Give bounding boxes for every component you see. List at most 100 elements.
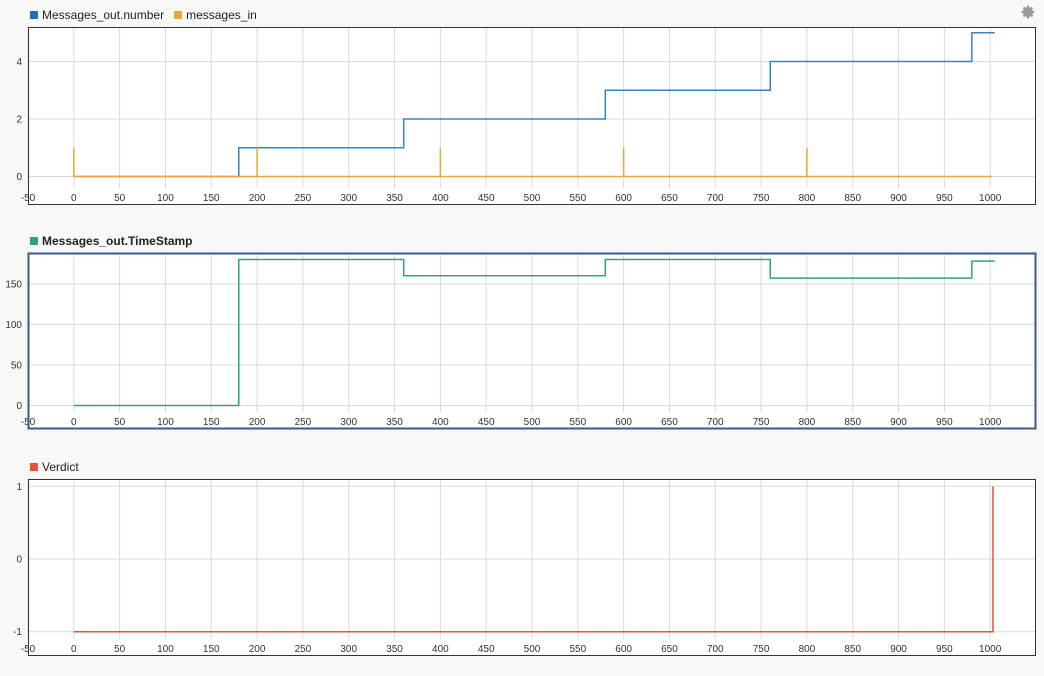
x-tick-label: 350	[386, 644, 403, 655]
x-tick-label: 800	[799, 644, 816, 655]
legend-swatch	[174, 11, 183, 19]
y-tick-label: 1	[16, 482, 22, 493]
legend-panel-2: Messages_out.TimeStamp	[30, 233, 203, 249]
x-tick-label: 200	[249, 417, 266, 428]
x-tick-label: 750	[753, 193, 770, 204]
x-tick-label: 100	[157, 417, 174, 428]
x-tick-label: 650	[661, 417, 678, 428]
legend-item[interactable]: Messages_out.number	[30, 8, 164, 22]
y-tick-label: 100	[5, 320, 22, 331]
x-tick-label: 150	[203, 193, 220, 204]
x-tick-label: 900	[890, 644, 907, 655]
x-tick-label: 450	[478, 644, 495, 655]
x-tick-label: 500	[524, 417, 541, 428]
x-tick-label: 400	[432, 193, 449, 204]
y-tick-label: 4	[16, 57, 22, 68]
x-tick-label: 700	[707, 193, 724, 204]
x-tick-label: 50	[114, 417, 126, 428]
x-tick-label: 250	[295, 417, 312, 428]
legend-swatch	[30, 463, 38, 471]
y-tick-label: 0	[16, 401, 22, 412]
x-tick-label: 0	[71, 644, 77, 655]
x-tick-label: 900	[890, 417, 907, 428]
legend-label: Messages_out.number	[42, 8, 165, 22]
x-tick-label: 950	[936, 193, 953, 204]
x-tick-label: 550	[569, 193, 586, 204]
x-tick-label: 900	[890, 193, 907, 204]
legend-panel-3: Verdict	[30, 459, 89, 475]
x-tick-label: 550	[569, 417, 586, 428]
x-tick-label: 1000	[979, 644, 1002, 655]
series-line-Verdict	[73, 486, 994, 633]
x-tick-label: 450	[478, 193, 495, 204]
x-tick-label: 700	[707, 417, 724, 428]
gear-icon-glyph	[1021, 5, 1035, 19]
x-tick-label: 650	[661, 644, 678, 655]
x-tick-label: 150	[203, 644, 220, 655]
x-tick-label: 0	[71, 417, 77, 428]
x-tick-label: 250	[295, 193, 312, 204]
x-tick-label: 950	[936, 417, 953, 428]
x-tick-label: 200	[249, 193, 266, 204]
gear-icon[interactable]	[1020, 4, 1036, 20]
x-tick-label: 50	[114, 193, 126, 204]
y-tick-label: 0	[16, 555, 22, 566]
chart-panel-1: -50 0 50 100 150 200 250 300 350 400 450 500 550 600 6…	[16, 27, 1036, 205]
y-tick-label: -1	[13, 627, 22, 638]
x-tick-label: 1000	[979, 193, 1002, 204]
chart-panel-3: -50 0 50 100 150 200 250 300 350 400 450 500 550 600 6…	[13, 479, 1036, 656]
x-tick-label: 50	[114, 644, 126, 655]
x-tick-label: 350	[386, 417, 403, 428]
x-tick-label: 600	[615, 644, 632, 655]
x-tick-label: 500	[524, 644, 541, 655]
x-tick-label: 450	[478, 417, 495, 428]
legend-label: Verdict	[42, 460, 79, 474]
legend-label: Messages_out.TimeStamp	[42, 234, 193, 248]
x-tick-label: 250	[295, 644, 312, 655]
x-tick-label: 850	[844, 193, 861, 204]
x-tick-label: 1000	[979, 417, 1002, 428]
x-tick-label: 100	[157, 644, 174, 655]
x-tick-label: 950	[936, 644, 953, 655]
x-tick-label: 750	[753, 644, 770, 655]
x-tick-label: 0	[71, 193, 77, 204]
x-tick-label: 300	[340, 644, 357, 655]
legend-panel-1: Messages_out.number messages_in	[30, 7, 267, 23]
x-tick-label: 850	[844, 644, 861, 655]
plot-frame	[27, 252, 1037, 430]
y-tick-label: 150	[5, 279, 22, 290]
plot-frame	[28, 479, 1036, 656]
plot-frame	[28, 27, 1036, 205]
x-tick-label: 750	[753, 417, 770, 428]
x-tick-label: 650	[661, 193, 678, 204]
x-tick-label: 200	[249, 644, 266, 655]
x-tick-label: 600	[615, 193, 632, 204]
x-tick-label: 600	[615, 417, 632, 428]
legend-label: messages_in	[186, 8, 257, 22]
x-tick-label: 500	[524, 193, 541, 204]
x-tick-label: 300	[340, 193, 357, 204]
x-tick-label: 400	[432, 644, 449, 655]
legend-item[interactable]: messages_in	[174, 8, 257, 22]
legend-swatch	[30, 237, 38, 245]
x-tick-label: 150	[203, 417, 220, 428]
series-line-Messages_out.number	[73, 32, 995, 178]
x-tick-label: 350	[386, 193, 403, 204]
x-tick-label: 800	[799, 417, 816, 428]
y-tick-label: 50	[11, 360, 23, 371]
series-line-Messages_out.TimeStamp	[73, 258, 995, 407]
x-tick-label: 550	[569, 644, 586, 655]
legend-swatch	[30, 11, 38, 19]
x-tick-label: 850	[844, 417, 861, 428]
chart-panel-2: -50 0 50 100 150 200 250 300 350 400 450 500 550 600 6…	[5, 252, 1037, 430]
legend-item[interactable]: Verdict	[30, 460, 79, 474]
x-tick-label: 100	[157, 193, 174, 204]
legend-item[interactable]: Messages_out.TimeStamp	[30, 234, 193, 248]
y-tick-label: 2	[16, 115, 22, 126]
x-tick-label: 700	[707, 644, 724, 655]
x-tick-label: 800	[799, 193, 816, 204]
y-tick-label: 0	[16, 172, 22, 183]
x-tick-label: 300	[340, 417, 357, 428]
x-tick-label: 400	[432, 417, 449, 428]
